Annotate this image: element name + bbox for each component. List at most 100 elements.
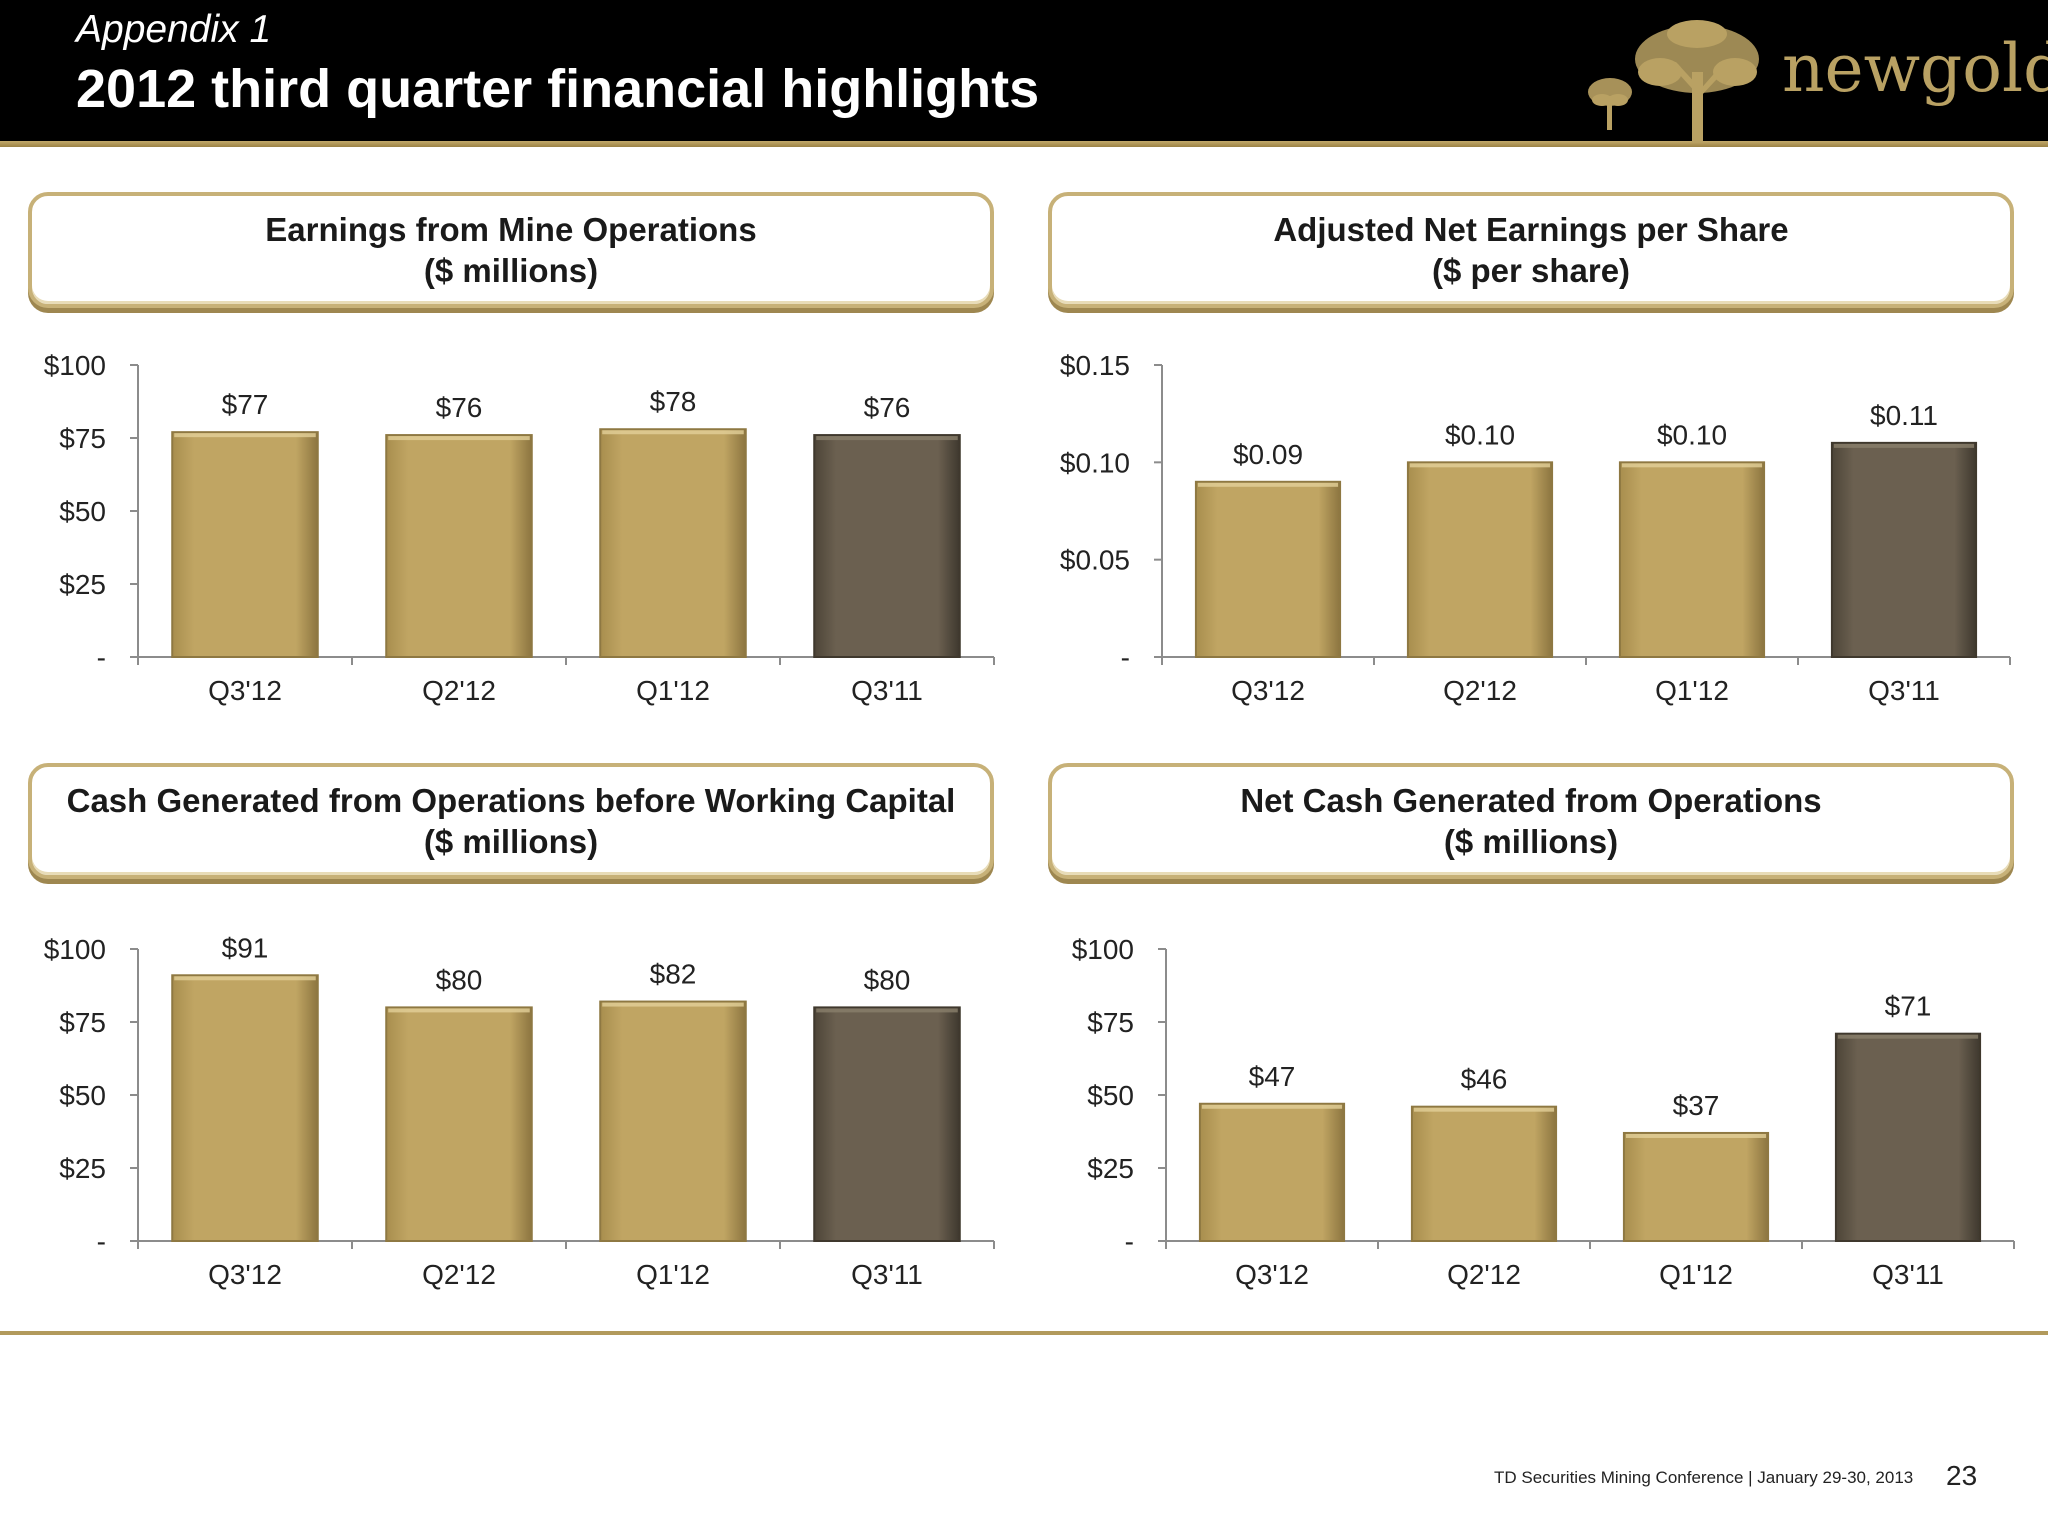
data-label: $78 (650, 386, 697, 417)
y-tick-label: $50 (59, 496, 106, 527)
x-tick-label: Q3'11 (851, 1259, 923, 1290)
chart-cash-before-wc: - $25 $50 $75 $100 $91 Q3'12 $80 Q2'12 $82 Q1'12 $8… (0, 914, 1024, 1309)
slide-title: 2012 third quarter financial highlights (76, 59, 1040, 119)
header-rule (0, 141, 2048, 147)
y-tick-label: $25 (59, 1153, 106, 1184)
bar-Q212 (1406, 461, 1554, 658)
y-tick-label: $75 (59, 423, 106, 454)
data-label: $91 (222, 932, 269, 963)
data-label: $76 (864, 392, 911, 423)
y-tick-label: $50 (1087, 1080, 1134, 1111)
y-tick-label: - (1125, 1226, 1134, 1257)
y-tick-label: $0.10 (1060, 447, 1130, 478)
chart-title-box-3: Cash Generated from Operations before Wo… (28, 763, 994, 879)
chart-title-box-2: Adjusted Net Earnings per Share ($ per s… (1048, 192, 2014, 308)
bar-highlight (1197, 482, 1339, 487)
chart-svg-1: - $25 $50 $75 $100 $77 Q3'12 $76 Q2'12 $78 Q1'12 $7… (44, 350, 995, 706)
bar-Q212 (1410, 1105, 1558, 1242)
x-tick-label: Q3'12 (1235, 1259, 1309, 1290)
data-label: $0.10 (1445, 419, 1515, 450)
bar-highlight (388, 436, 530, 441)
chart-svg-3: - $25 $50 $75 $100 $91 Q3'12 $80 Q2'12 $82 Q1'12 $8… (44, 932, 995, 1290)
bar-Q212 (385, 1006, 533, 1243)
y-tick-label: - (97, 1226, 106, 1257)
chart-subtitle-3: ($ millions) (423, 823, 599, 860)
bar-Q311 (1834, 1032, 1982, 1243)
bar-Q112 (1618, 461, 1766, 658)
x-tick-label: Q1'12 (1659, 1259, 1733, 1290)
footer-rule (0, 1331, 2048, 1335)
bar-highlight (816, 1008, 958, 1013)
bar-Q212 (385, 434, 533, 658)
bar-highlight (174, 976, 316, 981)
chart-subtitle-2: ($ per share) (1431, 252, 1631, 289)
x-tick-label: Q3'11 (851, 675, 923, 706)
y-tick-label: $0.15 (1060, 350, 1130, 381)
bar-Q312 (1194, 480, 1342, 658)
y-tick-label: - (1121, 642, 1130, 673)
footer-conference: TD Securities Mining Conference | Januar… (1494, 1468, 1914, 1487)
y-tick-label: $100 (44, 350, 106, 381)
x-tick-label: Q3'12 (1231, 675, 1305, 706)
x-tick-label: Q2'12 (422, 1259, 496, 1290)
chart-title-3: Cash Generated from Operations before Wo… (66, 782, 956, 819)
bar-Q311 (1830, 441, 1978, 658)
x-tick-label: Q1'12 (1655, 675, 1729, 706)
chart-title-1: Earnings from Mine Operations (265, 211, 757, 248)
data-label: $76 (436, 392, 483, 423)
bar-Q311 (813, 434, 961, 658)
data-label: $80 (864, 964, 911, 995)
chart-net-cash-ops: - $25 $50 $75 $100 $47 Q3'12 $46 Q2'12 $37 Q1'12 $7… (1024, 914, 2048, 1309)
x-tick-label: Q3'11 (1868, 675, 1940, 706)
y-tick-label: - (97, 642, 106, 673)
bar-Q311 (813, 1006, 961, 1243)
x-tick-label: Q2'12 (422, 675, 496, 706)
bar-highlight (1833, 443, 1975, 448)
chart-adjusted-eps: - $0.05 $0.10 $0.15 $0.09 Q3'12 $0.10 Q2'12 $0.1… (1024, 330, 2048, 725)
y-tick-label: $75 (59, 1007, 106, 1038)
bar-Q112 (1622, 1131, 1770, 1243)
data-label: $80 (436, 964, 483, 995)
y-tick-label: $25 (59, 569, 106, 600)
bar-highlight (1625, 1133, 1767, 1138)
y-tick-label: $50 (59, 1080, 106, 1111)
bar-Q312 (1198, 1102, 1346, 1242)
data-label: $47 (1249, 1061, 1296, 1092)
x-tick-label: Q1'12 (636, 675, 710, 706)
bar-highlight (1201, 1104, 1343, 1109)
bar-highlight (174, 433, 316, 438)
data-label: $0.11 (1870, 400, 1938, 431)
bar-highlight (602, 430, 744, 435)
bar-Q312 (171, 974, 319, 1242)
chart-subtitle-1: ($ millions) (423, 252, 599, 289)
bar-Q112 (599, 428, 747, 658)
brand-logo-text: newgold (1782, 30, 2048, 107)
y-tick-label: $100 (1072, 934, 1134, 965)
data-label: $77 (222, 389, 269, 420)
x-tick-label: Q3'11 (1872, 1259, 1944, 1290)
bar-highlight (1409, 463, 1551, 468)
bar-highlight (388, 1008, 530, 1013)
bar-highlight (816, 436, 958, 441)
x-tick-label: Q2'12 (1447, 1259, 1521, 1290)
y-tick-label: $75 (1087, 1007, 1134, 1038)
chart-title-box-4: Net Cash Generated from Operations ($ mi… (1048, 763, 2014, 879)
data-label: $0.10 (1657, 419, 1727, 450)
x-tick-label: Q3'12 (208, 1259, 282, 1290)
x-tick-label: Q2'12 (1443, 675, 1517, 706)
data-label: $46 (1461, 1064, 1508, 1095)
y-tick-label: $100 (44, 934, 106, 965)
x-tick-label: Q3'12 (208, 675, 282, 706)
bar-highlight (1413, 1107, 1555, 1112)
y-tick-label: $25 (1087, 1153, 1134, 1184)
x-tick-label: Q1'12 (636, 1259, 710, 1290)
data-label: $37 (1673, 1090, 1720, 1121)
data-label: $71 (1885, 991, 1932, 1022)
y-tick-label: $0.05 (1060, 545, 1130, 576)
slide-subtitle: Appendix 1 (76, 8, 272, 51)
bar-highlight (1621, 463, 1763, 468)
chart-svg-2: - $0.05 $0.10 $0.15 $0.09 Q3'12 $0.10 Q2'12 $0.1… (1060, 350, 2011, 706)
data-label: $0.09 (1233, 439, 1303, 470)
tree-logo-icon (1588, 20, 1759, 142)
page-number: 23 (1946, 1460, 1978, 1491)
